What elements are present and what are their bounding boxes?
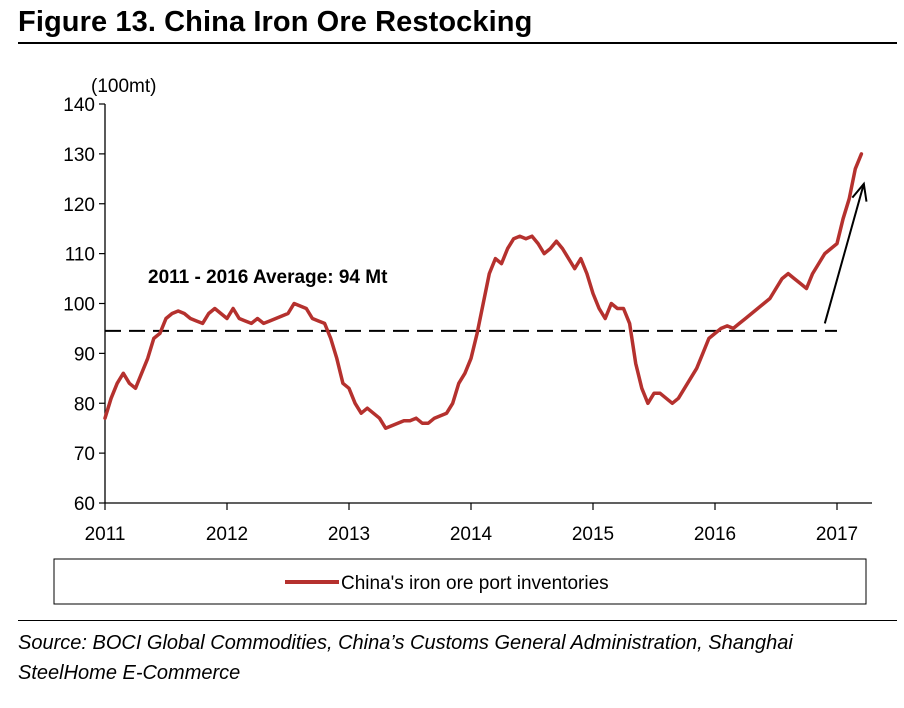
x-tick-label: 2011 bbox=[85, 524, 126, 545]
chart: (100mt) 60 70 80 90 100 110 120 130 140 2011 2012… bbox=[53, 76, 872, 605]
y-tick-label: 120 bbox=[63, 195, 95, 216]
y-tick-label: 110 bbox=[65, 245, 95, 266]
series-layer bbox=[103, 152, 864, 430]
series-line-port-inventories bbox=[103, 152, 864, 430]
x-tick-label: 2013 bbox=[328, 524, 370, 545]
trend-arrow-shaft bbox=[823, 183, 865, 324]
y-tick-label: 60 bbox=[74, 494, 95, 515]
y-axis-unit-label: (100mt) bbox=[91, 76, 156, 97]
x-tick-label: 2015 bbox=[572, 524, 614, 545]
x-tick-label: 2014 bbox=[450, 524, 493, 545]
y-axis: 60 70 80 90 100 110 120 130 140 bbox=[63, 95, 105, 515]
y-tick-label: 100 bbox=[63, 295, 95, 316]
y-tick-label: 130 bbox=[63, 145, 95, 166]
x-axis: 2011 2012 2013 2014 2015 2016 2017 bbox=[85, 503, 858, 545]
y-tick-label: 90 bbox=[74, 344, 95, 365]
x-tick-label: 2012 bbox=[206, 524, 248, 545]
y-tick-label: 80 bbox=[74, 394, 95, 415]
annotations: 2011 - 2016 Average: 94 Mt bbox=[105, 181, 868, 332]
legend-box bbox=[53, 558, 867, 605]
figure-title: Figure 13. China Iron Ore Restocking bbox=[18, 6, 533, 38]
trend-arrow-head bbox=[851, 181, 868, 202]
x-tick-label: 2017 bbox=[816, 524, 858, 545]
x-tick-label: 2016 bbox=[694, 524, 736, 545]
source-note: Source: BOCI Global Commodities, China’s… bbox=[18, 632, 793, 684]
y-tick-label: 140 bbox=[63, 95, 95, 116]
legend-label: China's iron ore port inventories bbox=[341, 573, 609, 594]
title-rule bbox=[18, 42, 897, 44]
average-label: 2011 - 2016 Average: 94 Mt bbox=[148, 267, 388, 288]
y-tick-label: 70 bbox=[74, 444, 95, 465]
bottom-rule bbox=[18, 620, 897, 621]
